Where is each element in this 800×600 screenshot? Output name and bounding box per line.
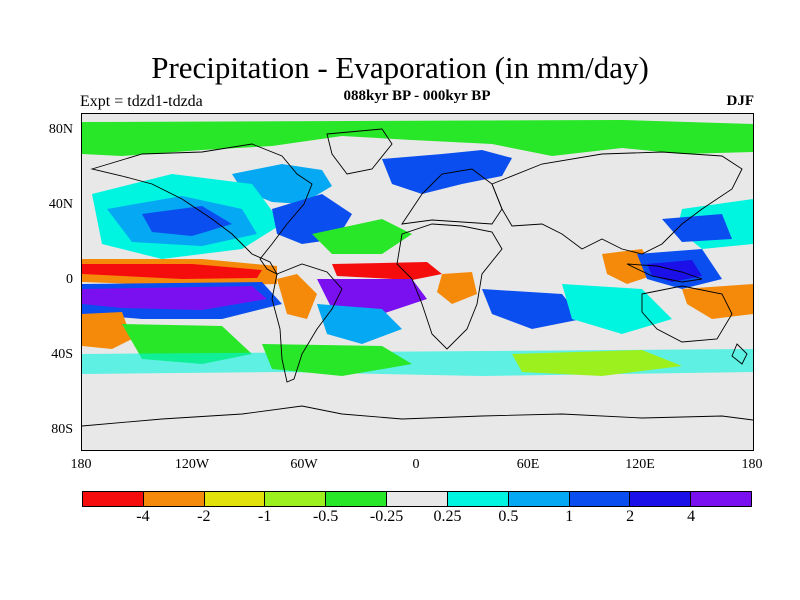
coast-greenland: [326, 128, 393, 175]
lat-tick-label: 40N: [48, 197, 73, 212]
coast-south-america: [271, 263, 343, 383]
lat-tick-label: 80S: [51, 422, 73, 437]
lon-tick-label: 120E: [625, 457, 655, 472]
season-label: DJF: [726, 93, 755, 109]
colorbar-swatch: [265, 492, 327, 506]
plot-subtitle: 088kyr BP - 000kyr BP: [343, 88, 491, 104]
patch-atl-itcz-red: [332, 262, 442, 280]
colorbar-label: -0.5: [312, 508, 339, 525]
patch-south-green2: [512, 350, 682, 376]
patch-spac-orange: [82, 312, 132, 349]
patch-natl-green: [312, 219, 412, 254]
colorbar-swatch: [204, 492, 266, 506]
colorbar: [82, 491, 752, 507]
colorbar-label: 0.5: [498, 508, 519, 525]
colorbar-swatch: [569, 492, 631, 506]
patch-north-blue: [382, 150, 512, 194]
patch-north-green: [82, 120, 753, 156]
colorbar-swatch: [508, 492, 570, 506]
colorbar-label: -1: [258, 508, 272, 525]
map-panel: [81, 113, 754, 451]
colorbar-swatch: [143, 492, 205, 506]
lon-tick-label: 60E: [516, 457, 540, 472]
lat-tick-label: 80N: [48, 122, 73, 137]
patch-satl-purple: [317, 279, 427, 314]
patch-mc-purple: [647, 260, 702, 282]
colorbar-label: -0.25: [369, 508, 404, 525]
coast-antarctica: [82, 405, 753, 427]
lon-tick-label: 0: [412, 457, 420, 472]
patch-wpac-orange: [682, 284, 753, 319]
colorbar-swatch: [447, 492, 509, 506]
lon-tick-label: 120W: [174, 457, 210, 472]
lat-tick-label: 40S: [51, 347, 73, 362]
lon-tick-label: 60W: [290, 457, 318, 472]
lon-tick-label: 180: [741, 457, 763, 472]
patch-satl-blue: [317, 304, 402, 344]
colorbar-swatch: [326, 492, 388, 506]
colorbar-label: 2: [626, 508, 635, 525]
lon-tick-label: 180: [70, 457, 92, 472]
colorbar-label: -2: [197, 508, 211, 525]
colorbar-swatch: [630, 492, 692, 506]
patch-south-green: [262, 344, 412, 376]
coast-africa: [396, 223, 503, 350]
coastlines: [82, 128, 753, 427]
coast-indonesia: [626, 263, 703, 283]
colorbar-swatch: [387, 492, 448, 506]
colorbar-label: 4: [687, 508, 696, 525]
patch-io-cyan: [562, 284, 672, 334]
plot-title: Precipitation - Evaporation (in mm/day): [151, 50, 649, 85]
colorbar-swatch: [691, 492, 751, 506]
colorbar-label: -4: [136, 508, 150, 525]
patch-spac-purple: [82, 286, 267, 310]
patch-sam-orange: [277, 274, 317, 319]
patch-safr-orange: [437, 272, 477, 304]
lat-tick-label: 0: [66, 272, 73, 287]
coast-north-america: [90, 143, 313, 276]
coast-australia: [641, 285, 733, 343]
patch-io-blue: [482, 289, 582, 329]
patch-npac-dblue: [142, 206, 232, 236]
field-patches: [82, 120, 753, 376]
patch-itcz-red: [82, 264, 262, 279]
patch-wpac-blue: [662, 214, 732, 242]
colorbar-label: 0.25: [433, 508, 462, 525]
colorbar-label: 1: [565, 508, 574, 525]
coast-nz: [731, 343, 748, 365]
colorbar-swatch: [83, 492, 144, 506]
coast-asia: [491, 151, 743, 255]
experiment-label: Expt = tdzd1-tdzda: [80, 93, 203, 110]
map-field: [82, 120, 753, 427]
